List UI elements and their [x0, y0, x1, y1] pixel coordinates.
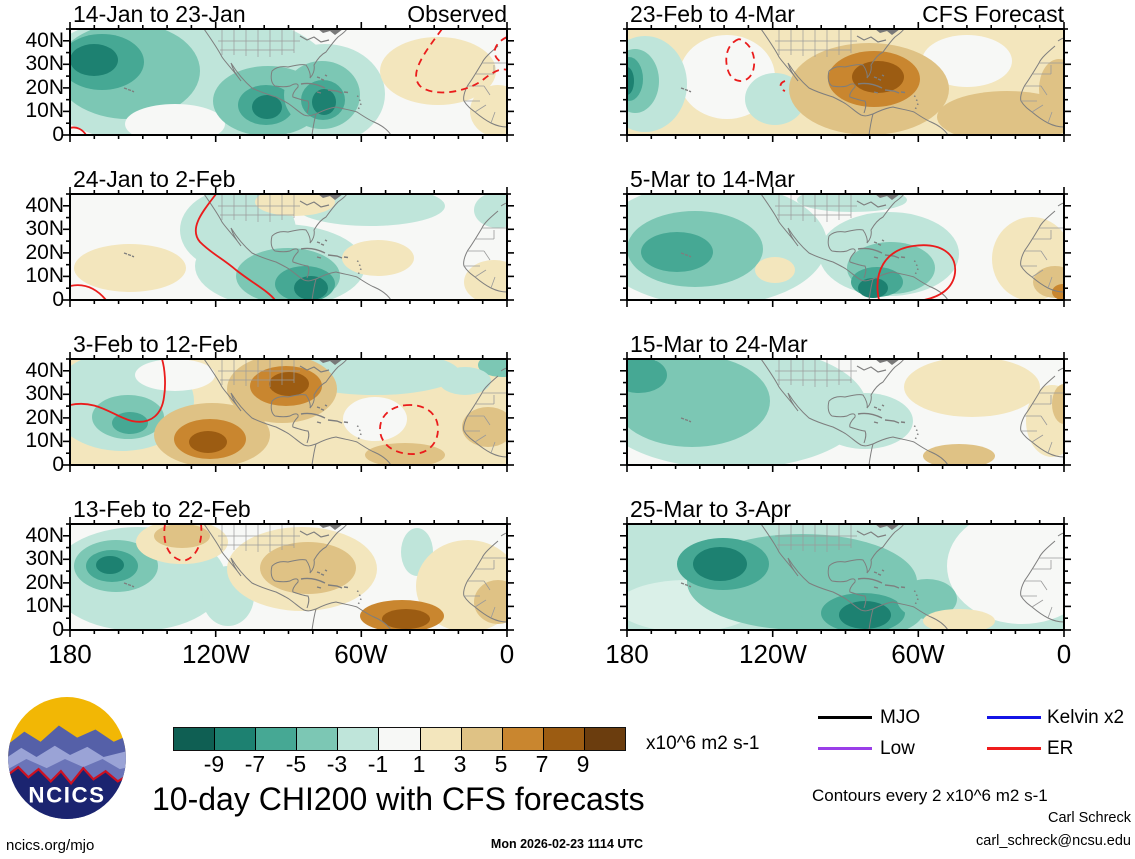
colorbar-segment — [583, 728, 626, 750]
colorbar-segment — [214, 728, 256, 750]
y-axis-label: 30N — [25, 217, 64, 240]
panel-map-5 — [63, 352, 514, 472]
colorbar-segment — [337, 728, 379, 750]
panel-map-8 — [620, 517, 1071, 637]
y-axis-label: 10N — [25, 99, 64, 122]
y-axis-label: 30N — [25, 547, 64, 570]
panel-map-4 — [620, 187, 1071, 307]
y-axis-label: 40N — [25, 359, 64, 382]
x-axis-label: 180 — [48, 639, 92, 669]
colorbar-units: x10^6 m2 s-1 — [646, 733, 760, 754]
y-axis-label: 40N — [25, 524, 64, 547]
y-axis-label: 10N — [25, 264, 64, 287]
colorbar-segment — [174, 728, 215, 750]
contour-note: Contours every 2 x10^6 m2 s-1 — [812, 786, 1048, 805]
y-axis-label: 40N — [25, 194, 64, 217]
y-axis-label: 0 — [52, 618, 64, 641]
colorbar-tick-label: -5 — [285, 751, 307, 777]
panel-map-7 — [63, 517, 514, 637]
y-axis-label: 20N — [25, 241, 64, 264]
colorbar-tick-label: 5 — [494, 751, 508, 777]
colorbar-segment — [296, 728, 338, 750]
legend-line-kelvin-x2 — [987, 716, 1041, 719]
legend-label: MJO — [880, 707, 921, 728]
panel-title: 24-Jan to 2-Feb — [73, 166, 236, 192]
x-axis-label: 120W — [182, 639, 250, 669]
credit-name: Carl Schreck — [1048, 810, 1131, 826]
legend-label: ER — [1047, 738, 1074, 759]
logo-text: NCICS — [28, 783, 105, 808]
y-axis-label: 20N — [25, 406, 64, 429]
x-axis-label: 120W — [739, 639, 807, 669]
panel-title: 15-Mar to 24-Mar — [630, 331, 808, 357]
y-axis-label: 20N — [25, 76, 64, 99]
ncics-logo: NCICS — [8, 697, 126, 819]
colorbar-tick-label: -7 — [244, 751, 266, 777]
panel-title: 13-Feb to 22-Feb — [73, 496, 251, 522]
panel-map-3 — [63, 187, 514, 307]
x-axis-label: 60W — [334, 639, 388, 669]
panel-title: 25-Mar to 3-Apr — [630, 496, 792, 522]
y-axis-label: 0 — [52, 453, 64, 476]
colorbar-segment — [378, 728, 420, 750]
y-axis-label: 20N — [25, 571, 64, 594]
panel-title: 3-Feb to 12-Feb — [73, 331, 238, 357]
y-axis-label: 0 — [52, 123, 64, 146]
panel-title: 5-Mar to 14-Mar — [630, 166, 795, 192]
credit-email: carl_schreck@ncsu.edu — [976, 833, 1131, 849]
y-axis-label: 30N — [25, 52, 64, 75]
panel-corner-label: CFS Forecast — [922, 1, 1064, 27]
legend-label: Low — [880, 738, 915, 759]
colorbar-tick-label: 9 — [576, 751, 590, 777]
y-axis-label: 30N — [25, 382, 64, 405]
y-axis-label: 0 — [52, 288, 64, 311]
x-axis-label: 0 — [499, 639, 515, 669]
y-axis-label: 10N — [25, 429, 64, 452]
colorbar-segment — [542, 728, 584, 750]
colorbar-segment — [501, 728, 543, 750]
panel-title: 23-Feb to 4-Mar — [630, 1, 795, 27]
colorbar-segment — [255, 728, 297, 750]
x-axis-label: 180 — [605, 639, 649, 669]
colorbar-tick-label: 3 — [453, 751, 467, 777]
timestamp: Mon 2026-02-23 1114 UTC — [490, 837, 644, 851]
panel-map-1 — [63, 22, 514, 142]
figure-title: 10-day CHI200 with CFS forecasts — [152, 781, 645, 817]
panel-corner-label: Observed — [407, 1, 507, 27]
colorbar-tick-label: -3 — [326, 751, 348, 777]
y-axis-label: 40N — [25, 29, 64, 52]
legend-line-mjo — [818, 716, 872, 719]
x-axis-label: 0 — [1056, 639, 1072, 669]
colorbar-tick-label: 1 — [412, 751, 426, 777]
y-axis-label: 10N — [25, 594, 64, 617]
colorbar-tick-label: -1 — [367, 751, 389, 777]
x-axis-label: 60W — [891, 639, 945, 669]
colorbar-tick-label: -9 — [203, 751, 225, 777]
site-link[interactable]: ncics.org/mjo — [6, 837, 95, 854]
colorbar-tick-label: 7 — [535, 751, 549, 777]
colorbar — [173, 727, 626, 751]
panel-map-6 — [620, 352, 1071, 472]
legend-line-er — [987, 747, 1041, 750]
legend-line-low — [818, 747, 872, 750]
panel-map-2 — [620, 22, 1071, 142]
panel-title: 14-Jan to 23-Jan — [73, 1, 246, 27]
colorbar-segment — [419, 728, 461, 750]
colorbar-segment — [460, 728, 502, 750]
legend-label: Kelvin x2 — [1047, 707, 1125, 728]
